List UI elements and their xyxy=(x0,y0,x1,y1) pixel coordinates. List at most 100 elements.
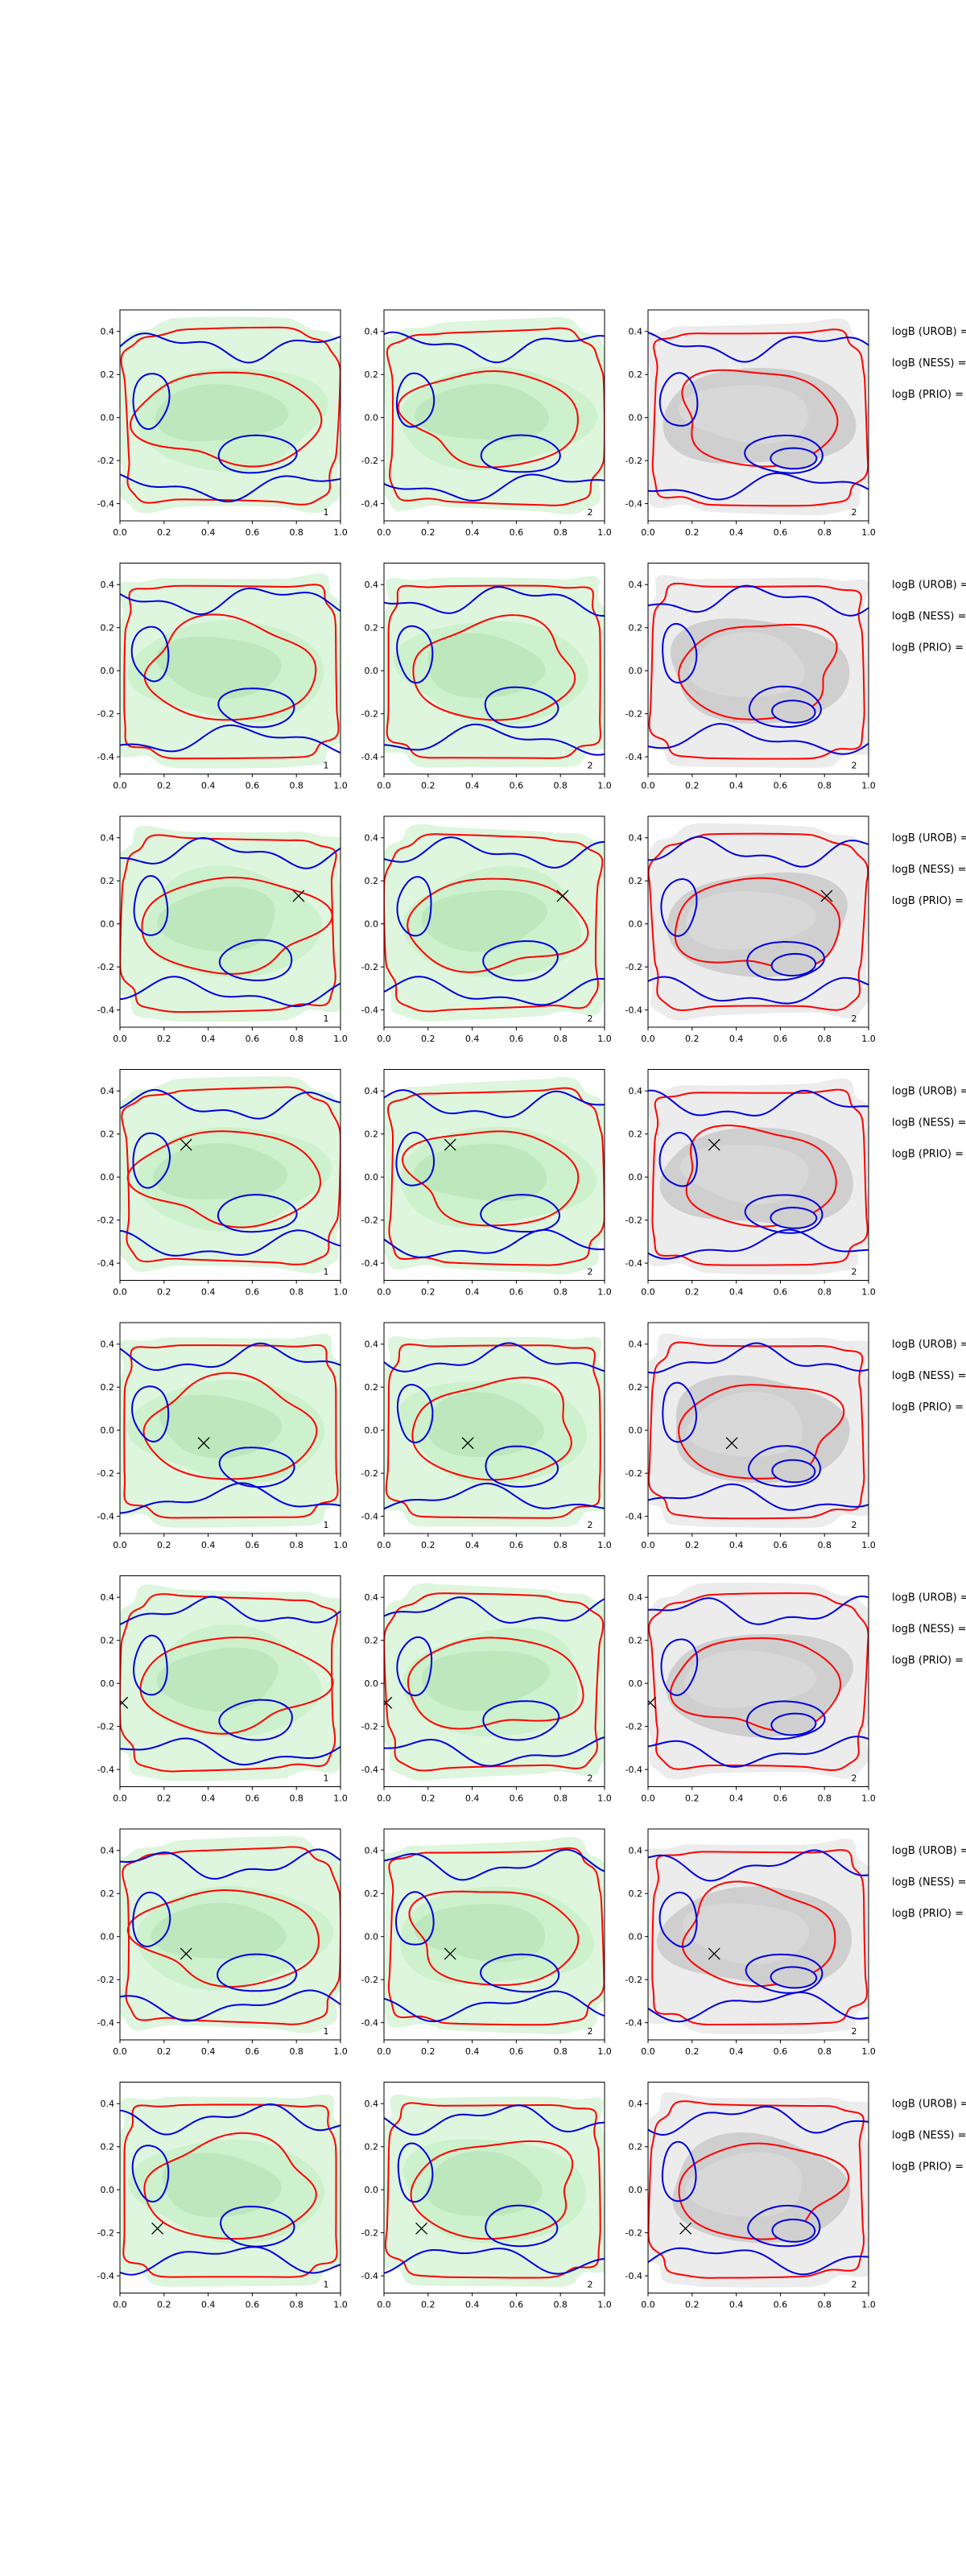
density-region-core xyxy=(414,1143,547,1202)
blue-contour-right-loop xyxy=(217,434,298,474)
x-tick-label: 0.2 xyxy=(421,2046,436,2057)
x-tick-label: 0.0 xyxy=(641,781,655,791)
density-region-core xyxy=(421,890,547,952)
x-tick-label: 0.0 xyxy=(113,1540,127,1550)
x-tick-label: 1.0 xyxy=(333,781,348,791)
logb-labels-row-8: logB (UROB) = logB (NESS) = logB (PRIO) = xyxy=(892,2099,966,2174)
y-tick-label: 0.0 xyxy=(629,413,643,423)
y-tick-label: 0.4 xyxy=(365,833,379,844)
y-tick-label: 0.0 xyxy=(365,2185,379,2195)
blue-contour-left-loop xyxy=(132,373,171,431)
x-tick-label: 0.6 xyxy=(774,781,788,791)
panel-r1-c1: 0.0 0.2 0.4 0.6 0.8 1.0 -0.4 -0.2 0.0 0.2 0.4 1 xyxy=(97,309,348,538)
logb-label: logB (UROB) = xyxy=(892,1086,966,1098)
density-region-core xyxy=(426,2151,543,2217)
blue-contour-right-loop xyxy=(485,2204,559,2248)
logb-labels-row-6: logB (UROB) = logB (NESS) = logB (PRIO) = xyxy=(892,1592,966,1667)
y-tick-label: 0.0 xyxy=(101,1172,115,1183)
blue-contour-left-loop xyxy=(658,372,699,427)
red-contour-inner xyxy=(129,371,323,468)
logb-label: logB (PRIO) = xyxy=(892,2161,964,2174)
density-region-core xyxy=(422,1650,550,1711)
x-tick-label: 0.8 xyxy=(817,2046,832,2057)
x-tick-label: 0.6 xyxy=(774,1034,788,1044)
y-tick-label: -0.4 xyxy=(625,1765,642,1775)
x-tick-label: 0.0 xyxy=(377,527,391,538)
x-tick-label: 0.8 xyxy=(553,2046,568,2057)
panel-plot-area xyxy=(384,1583,605,1781)
blue-contour-top xyxy=(120,1848,341,1880)
blue-contour-top xyxy=(120,332,341,364)
blue-contour-right-loop xyxy=(480,1194,561,1233)
blue-contour-left-loop xyxy=(395,372,436,428)
x-tick-label: 1.0 xyxy=(597,1540,612,1550)
blue-contour-bottom xyxy=(384,1990,605,2023)
x-tick-label: 0.4 xyxy=(465,1034,480,1044)
y-tick-label: -0.4 xyxy=(625,752,642,762)
x-tick-label: 1.0 xyxy=(597,527,612,538)
x-tick-label: 0.2 xyxy=(421,1287,436,1298)
density-region-core xyxy=(155,636,282,699)
panel-plot-area xyxy=(120,2094,341,2287)
x-tick-label: 0.2 xyxy=(157,781,171,791)
blue-contour-core xyxy=(771,2219,816,2243)
density-region-core xyxy=(159,1394,282,1459)
x-tick-label: 0.2 xyxy=(685,1287,700,1298)
y-tick-label: 0.4 xyxy=(365,1846,379,1856)
y-tick-label: 0.2 xyxy=(629,1129,643,1140)
x-tick-label: 0.6 xyxy=(774,527,788,538)
panel-r1-c3: 0.0 0.2 0.4 0.6 0.8 1.0 -0.4 -0.2 0.0 0.2 0.4 2 xyxy=(625,309,876,538)
density-region-core xyxy=(155,384,289,442)
blue-contour-left-loop xyxy=(132,1132,171,1189)
axes-frame xyxy=(383,1575,605,1787)
panel-number-label: 2 xyxy=(852,507,857,518)
x-tick-label: 0.8 xyxy=(289,527,303,538)
panel-number-label: 2 xyxy=(852,1013,857,1024)
red-contour-inner xyxy=(142,1372,318,1480)
x-tick-label: 0.8 xyxy=(553,1540,568,1550)
blue-contour-bottom xyxy=(384,1228,605,1258)
x-tick-label: 1.0 xyxy=(597,1794,612,1804)
density-region-core xyxy=(151,1902,287,1959)
blue-contour-left-loop xyxy=(132,1891,171,1948)
blue-contour-bottom xyxy=(120,1737,341,1766)
y-tick-label: 0.0 xyxy=(101,2185,115,2195)
blue-contour-core xyxy=(770,1207,818,1229)
y-tick-label: -0.2 xyxy=(361,456,378,466)
y-tick-label: -0.4 xyxy=(97,499,114,510)
y-tick-label: -0.4 xyxy=(97,1765,114,1775)
blue-contour-top xyxy=(384,2104,605,2136)
x-tick-label: 0.4 xyxy=(729,1794,744,1804)
x-tick-label: 1.0 xyxy=(597,1287,612,1298)
x-tick-label: 0.6 xyxy=(774,2300,788,2310)
x-tick-label: 0.8 xyxy=(817,781,832,791)
y-tick-label: 0.0 xyxy=(629,1426,643,1436)
blue-contour-right-loop xyxy=(218,1699,293,1741)
x-tick-label: 0.8 xyxy=(553,1794,568,1804)
panel-plot-area xyxy=(648,575,869,769)
panel-plot-area xyxy=(384,1076,605,1275)
y-tick-label: 0.0 xyxy=(629,1172,643,1183)
blue-contour-right-loop xyxy=(747,2204,821,2248)
blue-contour-core xyxy=(770,952,817,976)
blue-contour-top xyxy=(120,1596,341,1625)
panel-plot-area xyxy=(648,823,869,1021)
x-tick-label: 0.6 xyxy=(510,2300,524,2310)
logb-label: logB (UROB) = xyxy=(892,832,966,844)
x-tick-label: 0.0 xyxy=(377,1034,391,1044)
x-tick-label: 0.4 xyxy=(465,1794,480,1804)
panel-plot-area xyxy=(648,1078,869,1275)
y-tick-label: 0.0 xyxy=(101,666,115,676)
y-tick-label: 0.4 xyxy=(629,580,643,590)
red-contour-outer xyxy=(120,326,341,506)
y-tick-label: 0.2 xyxy=(629,876,643,886)
y-tick-label: 0.2 xyxy=(629,1636,643,1646)
x-tick-label: 0.2 xyxy=(157,2300,171,2310)
x-tick-label: 0.8 xyxy=(553,1034,568,1044)
axes-frame xyxy=(383,1322,605,1534)
axes-frame xyxy=(383,1828,605,2041)
logb-label: logB (NESS) = xyxy=(892,2130,966,2142)
x-tick-label: 0.4 xyxy=(729,527,744,538)
y-tick-label: 0.4 xyxy=(365,2099,379,2109)
x-tick-label: 0.0 xyxy=(377,2046,391,2057)
